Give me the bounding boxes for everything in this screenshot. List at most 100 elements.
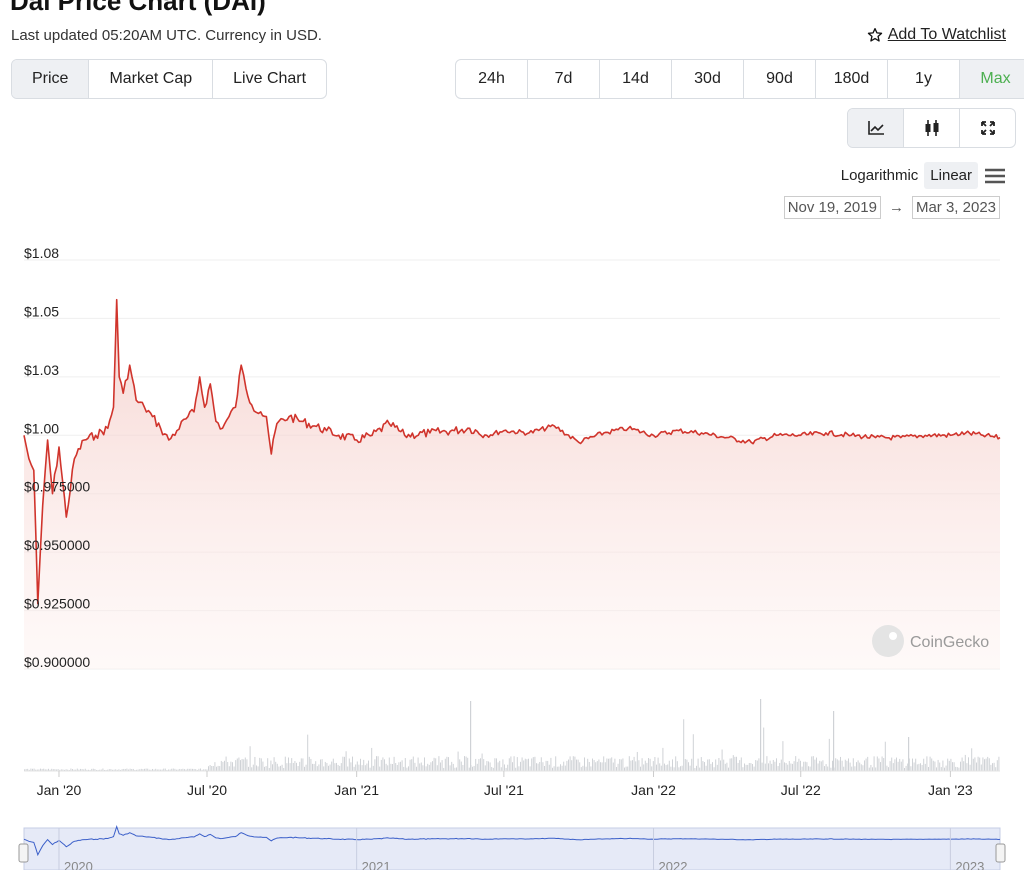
volume-bar [976,762,977,771]
volume-bar [24,769,25,771]
volume-bar [345,751,347,771]
volume-bar [419,763,421,771]
volume-bar [148,769,150,771]
volume-bar [356,761,358,771]
volume-bar [790,763,792,771]
volume-bar [524,758,526,771]
volume-bar [878,758,880,771]
volume-bar [816,757,817,771]
candlestick-icon [925,120,938,136]
volume-bar [435,758,437,771]
volume-bar [222,761,224,771]
volume-bar [801,766,803,771]
volume-bar [683,719,685,771]
volume-bar [476,763,478,771]
volume-bar [232,762,233,771]
date-from-input[interactable]: Nov 19, 2019 [783,196,881,219]
volume-bar [139,769,141,771]
volume-bar [57,769,59,771]
volume-bar [832,760,833,771]
volume-bar [870,764,872,771]
scale-linear[interactable]: Linear [924,162,978,189]
menu-icon[interactable] [984,167,1006,185]
x-tick-label: Jul '21 [484,782,524,798]
volume-bar [595,762,597,771]
volume-bar [528,758,529,771]
volume-bar [660,765,662,771]
volume-bar [740,757,742,771]
volume-bar [734,756,736,771]
tab-price[interactable]: Price [12,60,90,98]
volume-bar [486,761,488,771]
navigator-handle[interactable] [995,843,1006,863]
navigator-tick-label: 2022 [659,859,688,870]
volume-bar [544,765,545,771]
scale-logarithmic[interactable]: Logarithmic [840,167,919,184]
candlestick-button[interactable] [904,109,960,147]
timeframe-90d[interactable]: 90d [744,60,816,98]
volume-bar [382,757,384,771]
volume-bar [217,765,219,771]
volume-bar [188,768,190,771]
volume-bar [97,769,99,771]
timeframe-7d[interactable]: 7d [528,60,600,98]
fullscreen-button[interactable] [960,109,1015,147]
volume-bar [764,763,766,771]
volume-bar [715,759,717,771]
volume-bar [337,764,339,771]
volume-bar [769,760,771,771]
volume-bar [100,769,102,771]
tab-live-chart[interactable]: Live Chart [233,70,307,87]
navigator-handle[interactable] [18,843,29,863]
tab-market-cap[interactable]: Market Cap [89,60,214,98]
timeframe-24h[interactable]: 24h [456,60,528,98]
volume-bar [833,767,835,771]
volume-bar [307,734,309,771]
timeframe-1y[interactable]: 1y [888,60,960,98]
date-to-input[interactable]: Mar 3, 2023 [911,196,1000,219]
volume-bar [441,760,443,771]
volume-bar [499,760,501,771]
volume-bar [428,764,430,771]
volume-bar [443,767,445,771]
volume-bar [656,764,657,771]
line-chart-button[interactable] [848,109,904,147]
volume-bar [238,757,240,771]
timeframe-14d[interactable]: 14d [600,60,672,98]
volume-bar [481,753,483,771]
volume-bar [193,768,195,771]
volume-bar [107,769,109,771]
date-range: Nov 19, 2019 → Mar 3, 2023 [783,196,1000,219]
volume-bar [745,764,747,771]
navigator-range[interactable] [23,827,1001,870]
timeframe-30d[interactable]: 30d [672,60,744,98]
volume-bar [926,756,928,771]
volume-bar [260,758,262,771]
volume-bar [436,765,438,771]
volume-bar [331,761,333,771]
volume-bar [643,764,645,771]
volume-bar [379,766,381,771]
volume-bar [422,765,424,771]
volume-bar [211,766,213,771]
volume-bar [704,762,705,771]
volume-bar [596,761,598,771]
volume-bar [980,764,982,771]
volume-bar [446,756,448,771]
volume-bar [912,758,913,771]
volume-bar [864,760,865,771]
volume-bar [516,757,518,771]
volume-bar [817,763,819,771]
volume-bar [387,765,389,771]
volume-bar [684,759,686,771]
volume-bar [979,757,981,771]
timeframe-180d[interactable]: 180d [816,60,888,98]
volume-bar [491,766,493,771]
volume-bar [760,763,761,771]
volume-bar [369,767,371,771]
volume-bar [673,767,675,771]
timeframe-max[interactable]: Max [960,60,1024,98]
volume-bar [913,762,915,771]
add-to-watchlist-link[interactable]: Add To Watchlist [867,26,1006,44]
volume-bar [184,769,185,771]
